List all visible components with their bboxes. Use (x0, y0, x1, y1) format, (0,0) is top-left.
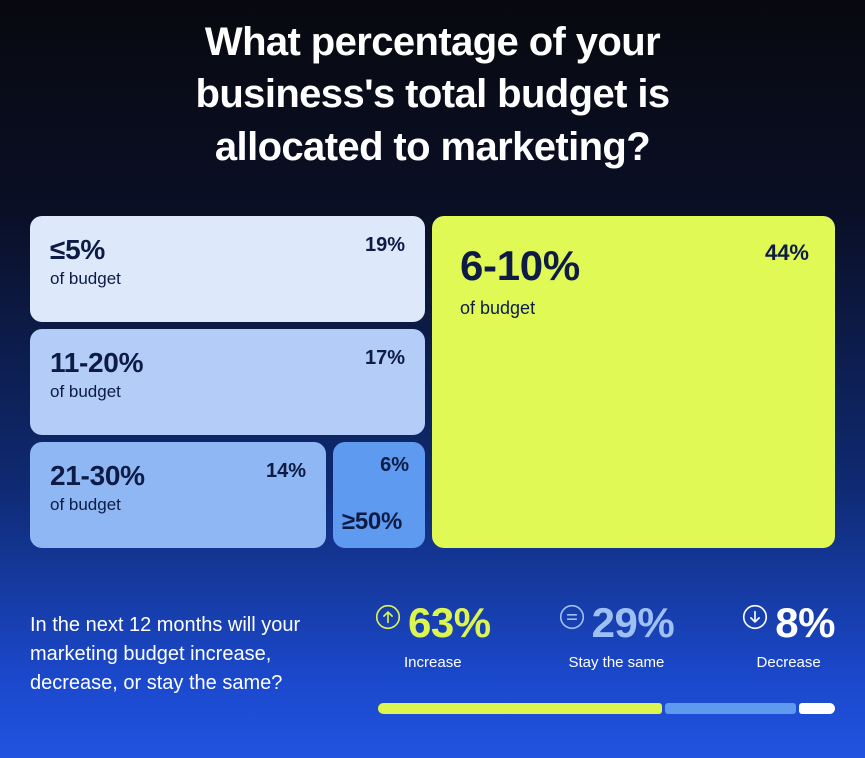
stacked-progress-bar (378, 703, 835, 714)
page-title: What percentage of your business's total… (195, 20, 671, 169)
stat-value: 29% (591, 599, 675, 646)
card-value: 44% (764, 240, 809, 265)
card-label: 11-20% (50, 347, 144, 378)
treemap-card-ge50: 6% ≥50% (333, 442, 425, 548)
card-label: 6-10% (460, 242, 580, 289)
card-value: 14% (265, 460, 306, 482)
card-label: 21-30% (50, 460, 145, 491)
card-sublabel: of budget (460, 298, 536, 318)
arrow-up-circle-icon (375, 604, 401, 630)
arrow-down-circle-icon (743, 604, 768, 630)
stat-value: 63% (408, 599, 491, 646)
bar-segment-stay-the-same (665, 703, 796, 714)
stat-label: Increase (404, 654, 462, 671)
card-label: ≥50% (342, 508, 403, 535)
stat-label: Stay the same (568, 654, 665, 671)
treemap-card-21-30: 21-30% of budget 14% (30, 442, 326, 548)
card-sublabel: of budget (50, 382, 121, 401)
bar-segment-decrease (798, 703, 835, 714)
stat-increase: 63% Increase (375, 602, 491, 671)
card-sublabel: of budget (50, 495, 121, 514)
card-value: 17% (364, 347, 405, 369)
stat-label: Decrease (756, 654, 821, 671)
stat-decrease: 8% Decrease (742, 602, 835, 671)
card-value: 19% (364, 234, 405, 256)
card-value: 6% (380, 454, 409, 476)
card-sublabel: of budget (50, 269, 121, 288)
stat-value: 8% (775, 599, 835, 646)
treemap-card-le5: ≤5% of budget 19% (30, 216, 425, 322)
bar-segment-increase (378, 703, 663, 714)
stat-stay-the-same: 29% Stay the same (559, 602, 675, 671)
treemap-card-11-20: 11-20% of budget 17% (30, 329, 425, 435)
card-label: ≤5% (50, 234, 105, 265)
followup-question: In the next 12 months will your marketin… (30, 614, 301, 694)
treemap-card-6-10: 6-10% of budget 44% (432, 216, 835, 548)
equals-circle-icon (559, 604, 584, 630)
followup-stats: 63% Increase 29% Stay the same 8% (375, 602, 835, 671)
